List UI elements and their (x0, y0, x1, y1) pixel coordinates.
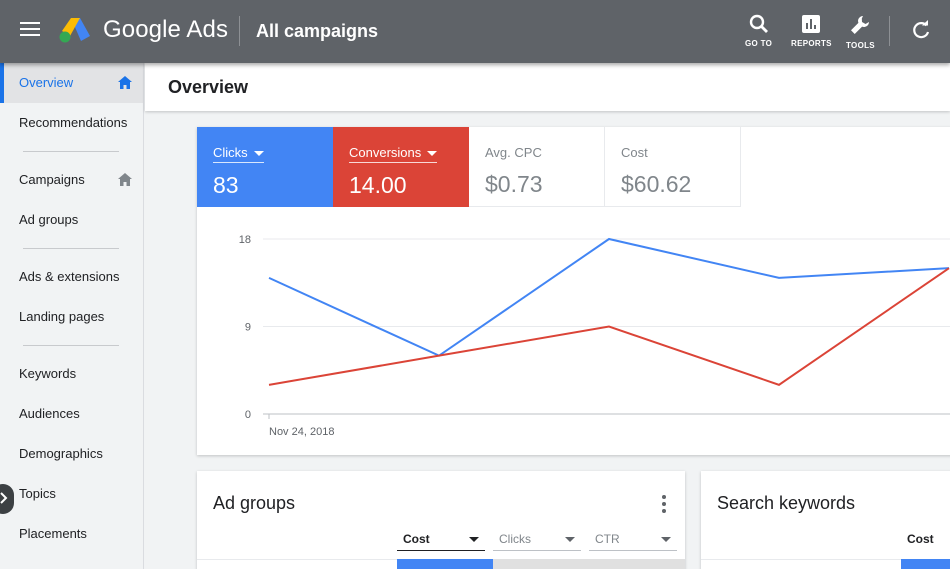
sidebar-item-landing-pages[interactable]: Landing pages (0, 297, 143, 337)
chevron-right-icon (0, 492, 8, 504)
metric-label: Clicks (213, 145, 264, 163)
metric-label: Avg. CPC (485, 145, 542, 160)
reports-label: REPORTS (791, 39, 832, 48)
metric-label: Cost (621, 145, 648, 160)
goto-label: GO TO (745, 39, 773, 48)
dropdown-arrow-icon (565, 537, 575, 542)
sidebar-item-label: Audiences (19, 406, 80, 421)
sidebar-item-topics[interactable]: Topics (0, 474, 143, 514)
performance-chart[interactable]: 0 9 18 Nov 24, 2018 (197, 207, 950, 455)
metric-cost[interactable]: Cost $60.62 (605, 127, 741, 207)
tools-label: TOOLS (846, 41, 875, 50)
column-select-clicks[interactable]: Clicks (493, 529, 581, 551)
header-divider (889, 16, 890, 46)
search-icon (749, 14, 768, 33)
google-ads-logo[interactable] (58, 16, 92, 44)
series-line-conversions (268, 267, 950, 386)
row-divider (197, 559, 397, 560)
header-title: All campaigns (256, 21, 379, 41)
caret-down-icon (427, 151, 438, 157)
sidebar-item-keywords[interactable]: Keywords (0, 354, 143, 394)
y-tick-label: 18 (239, 234, 251, 246)
sidebar-item-overview[interactable]: Overview (0, 63, 143, 103)
sidebar-item-label: Keywords (19, 366, 77, 381)
card-title: Ad groups (213, 493, 296, 513)
sidebar-divider (23, 248, 119, 249)
sidebar-item-label: Ads & extensions (19, 269, 120, 284)
brand-name: Google Ads (103, 16, 229, 43)
header-divider (239, 16, 240, 46)
sidebar-divider (23, 151, 119, 152)
sidebar-item-label: Recommendations (19, 115, 128, 130)
y-tick-label: 0 (245, 409, 251, 421)
sidebar-item-demographics[interactable]: Demographics (0, 434, 143, 474)
metric-value: $0.73 (485, 171, 543, 197)
clicks-bar (493, 559, 685, 569)
row-divider (701, 559, 901, 560)
page-header: Overview (145, 63, 950, 111)
card-title: Search keywords (717, 493, 856, 513)
search-keywords-card: Search keywords Cost (701, 471, 950, 569)
column-label: Cost (403, 532, 430, 546)
cost-bar (397, 559, 493, 569)
column-select-cost[interactable]: Cost (901, 529, 950, 551)
home-icon (118, 76, 132, 89)
reports-icon (802, 15, 821, 33)
home-icon (118, 173, 132, 186)
sidebar-item-label: Topics (19, 486, 56, 501)
sidebar-item-ads-extensions[interactable]: Ads & extensions (0, 257, 143, 297)
refresh-button[interactable] (911, 20, 931, 45)
menu-icon[interactable] (20, 22, 40, 40)
metric-label: Conversions (349, 145, 438, 163)
metric-value: 14.00 (349, 172, 407, 198)
sidebar-divider (23, 345, 119, 346)
metric-clicks[interactable]: Clicks 83 (197, 127, 333, 207)
x-tick-label: Nov 24, 2018 (269, 426, 334, 438)
overview-card: Clicks 83 Conversions 14.00 Avg. CPC $0.… (197, 127, 950, 455)
metric-value: $60.62 (621, 171, 692, 197)
tools-button[interactable]: TOOLS (846, 14, 875, 50)
reports-button[interactable]: REPORTS (791, 14, 832, 48)
sidebar-item-label: Campaigns (19, 172, 85, 187)
metric-avg-cpc[interactable]: Avg. CPC $0.73 (469, 127, 605, 207)
y-tick-label: 9 (245, 322, 251, 334)
sidebar-item-label: Landing pages (19, 309, 105, 324)
sidebar-item-placements[interactable]: Placements (0, 514, 143, 554)
top-app-bar: Google Ads All campaigns GO TO REPORTS T… (0, 0, 950, 63)
metric-value: 83 (213, 172, 239, 198)
column-select-ctr[interactable]: CTR (589, 529, 677, 551)
metric-conversions[interactable]: Conversions 14.00 (333, 127, 469, 207)
wrench-icon (851, 16, 870, 34)
ad-groups-card: Ad groups Cost Clicks CTR (197, 471, 685, 569)
sidebar-item-label: Demographics (19, 446, 103, 461)
sidebar-item-label: Placements (19, 526, 87, 541)
sidebar-item-label: Ad groups (19, 212, 79, 227)
column-label: Cost (907, 532, 934, 546)
page-title: Overview (168, 77, 249, 97)
sidebar-item-audiences[interactable]: Audiences (0, 394, 143, 434)
dropdown-arrow-icon (469, 537, 479, 542)
sidebar-item-label: Overview (19, 75, 74, 90)
goto-button[interactable]: GO TO (745, 14, 772, 48)
dropdown-arrow-icon (661, 537, 671, 542)
series-line-clicks (268, 237, 950, 357)
column-label: CTR (595, 532, 620, 546)
sidebar-nav: Overview Recommendations Campaigns Ad gr… (0, 63, 144, 569)
caret-down-icon (253, 151, 264, 157)
sidebar-item-campaigns[interactable]: Campaigns (0, 160, 143, 200)
column-select-cost[interactable]: Cost (397, 529, 485, 551)
more-vert-icon[interactable] (660, 495, 668, 513)
sidebar-item-ad-groups[interactable]: Ad groups (0, 200, 143, 240)
cost-bar (901, 559, 950, 569)
collapse-sidebar-button[interactable] (0, 484, 14, 514)
refresh-icon (913, 20, 930, 39)
column-label: Clicks (499, 532, 531, 546)
sidebar-item-recommendations[interactable]: Recommendations (0, 103, 143, 143)
